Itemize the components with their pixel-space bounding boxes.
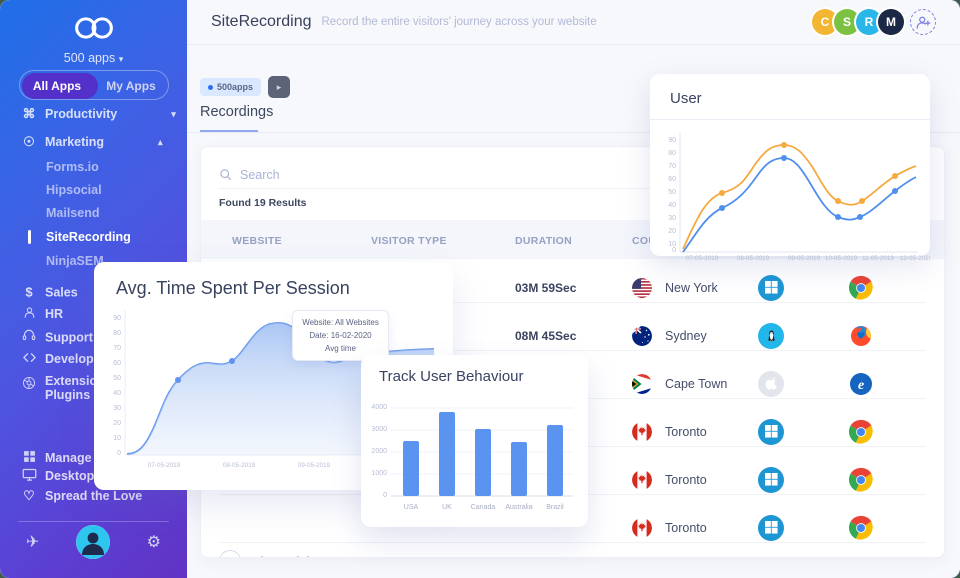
svg-text:12-05-2019: 12-05-2019	[900, 255, 930, 260]
svg-text:0: 0	[672, 247, 676, 254]
svg-text:4000: 4000	[371, 404, 387, 411]
svg-text:20: 20	[668, 228, 676, 235]
svg-text:07-05-2019: 07-05-2019	[148, 462, 181, 469]
svg-text:Canada: Canada	[471, 504, 496, 511]
svg-text:3000: 3000	[371, 426, 387, 433]
svg-text:60: 60	[113, 360, 121, 367]
svg-text:40: 40	[668, 202, 676, 209]
svg-text:20: 20	[113, 420, 121, 427]
svg-text:50: 50	[113, 375, 121, 382]
svg-text:10-05-2019: 10-05-2019	[825, 255, 858, 260]
svg-text:40: 40	[113, 390, 121, 397]
svg-text:08-05-2019: 08-05-2019	[737, 255, 770, 260]
svg-text:50: 50	[668, 189, 676, 196]
svg-text:UK: UK	[442, 504, 452, 511]
svg-text:Australia: Australia	[505, 504, 532, 511]
svg-text:0: 0	[383, 492, 387, 499]
svg-text:80: 80	[113, 330, 121, 337]
svg-text:70: 70	[113, 345, 121, 352]
svg-text:30: 30	[113, 405, 121, 412]
svg-text:USA: USA	[404, 504, 419, 511]
svg-text:90: 90	[113, 315, 121, 322]
svg-text:09-05-2019: 09-05-2019	[298, 462, 331, 469]
svg-text:60: 60	[668, 176, 676, 183]
svg-text:e: e	[858, 377, 864, 392]
svg-text:Brazil: Brazil	[546, 504, 564, 511]
svg-text:0: 0	[117, 450, 121, 457]
svg-text:09-05-2019: 09-05-2019	[788, 255, 821, 260]
svg-text:2000: 2000	[371, 448, 387, 455]
svg-text:08-05-2019: 08-05-2019	[223, 462, 256, 469]
svg-text:70: 70	[668, 163, 676, 170]
svg-text:11-05-2019: 11-05-2019	[862, 255, 894, 260]
svg-text:07-05-2019: 07-05-2019	[686, 255, 719, 260]
svg-text:30: 30	[668, 215, 676, 222]
svg-text:80: 80	[668, 150, 676, 157]
svg-text:90: 90	[668, 137, 676, 144]
svg-text:1000: 1000	[371, 470, 387, 477]
svg-text:10: 10	[113, 435, 121, 442]
